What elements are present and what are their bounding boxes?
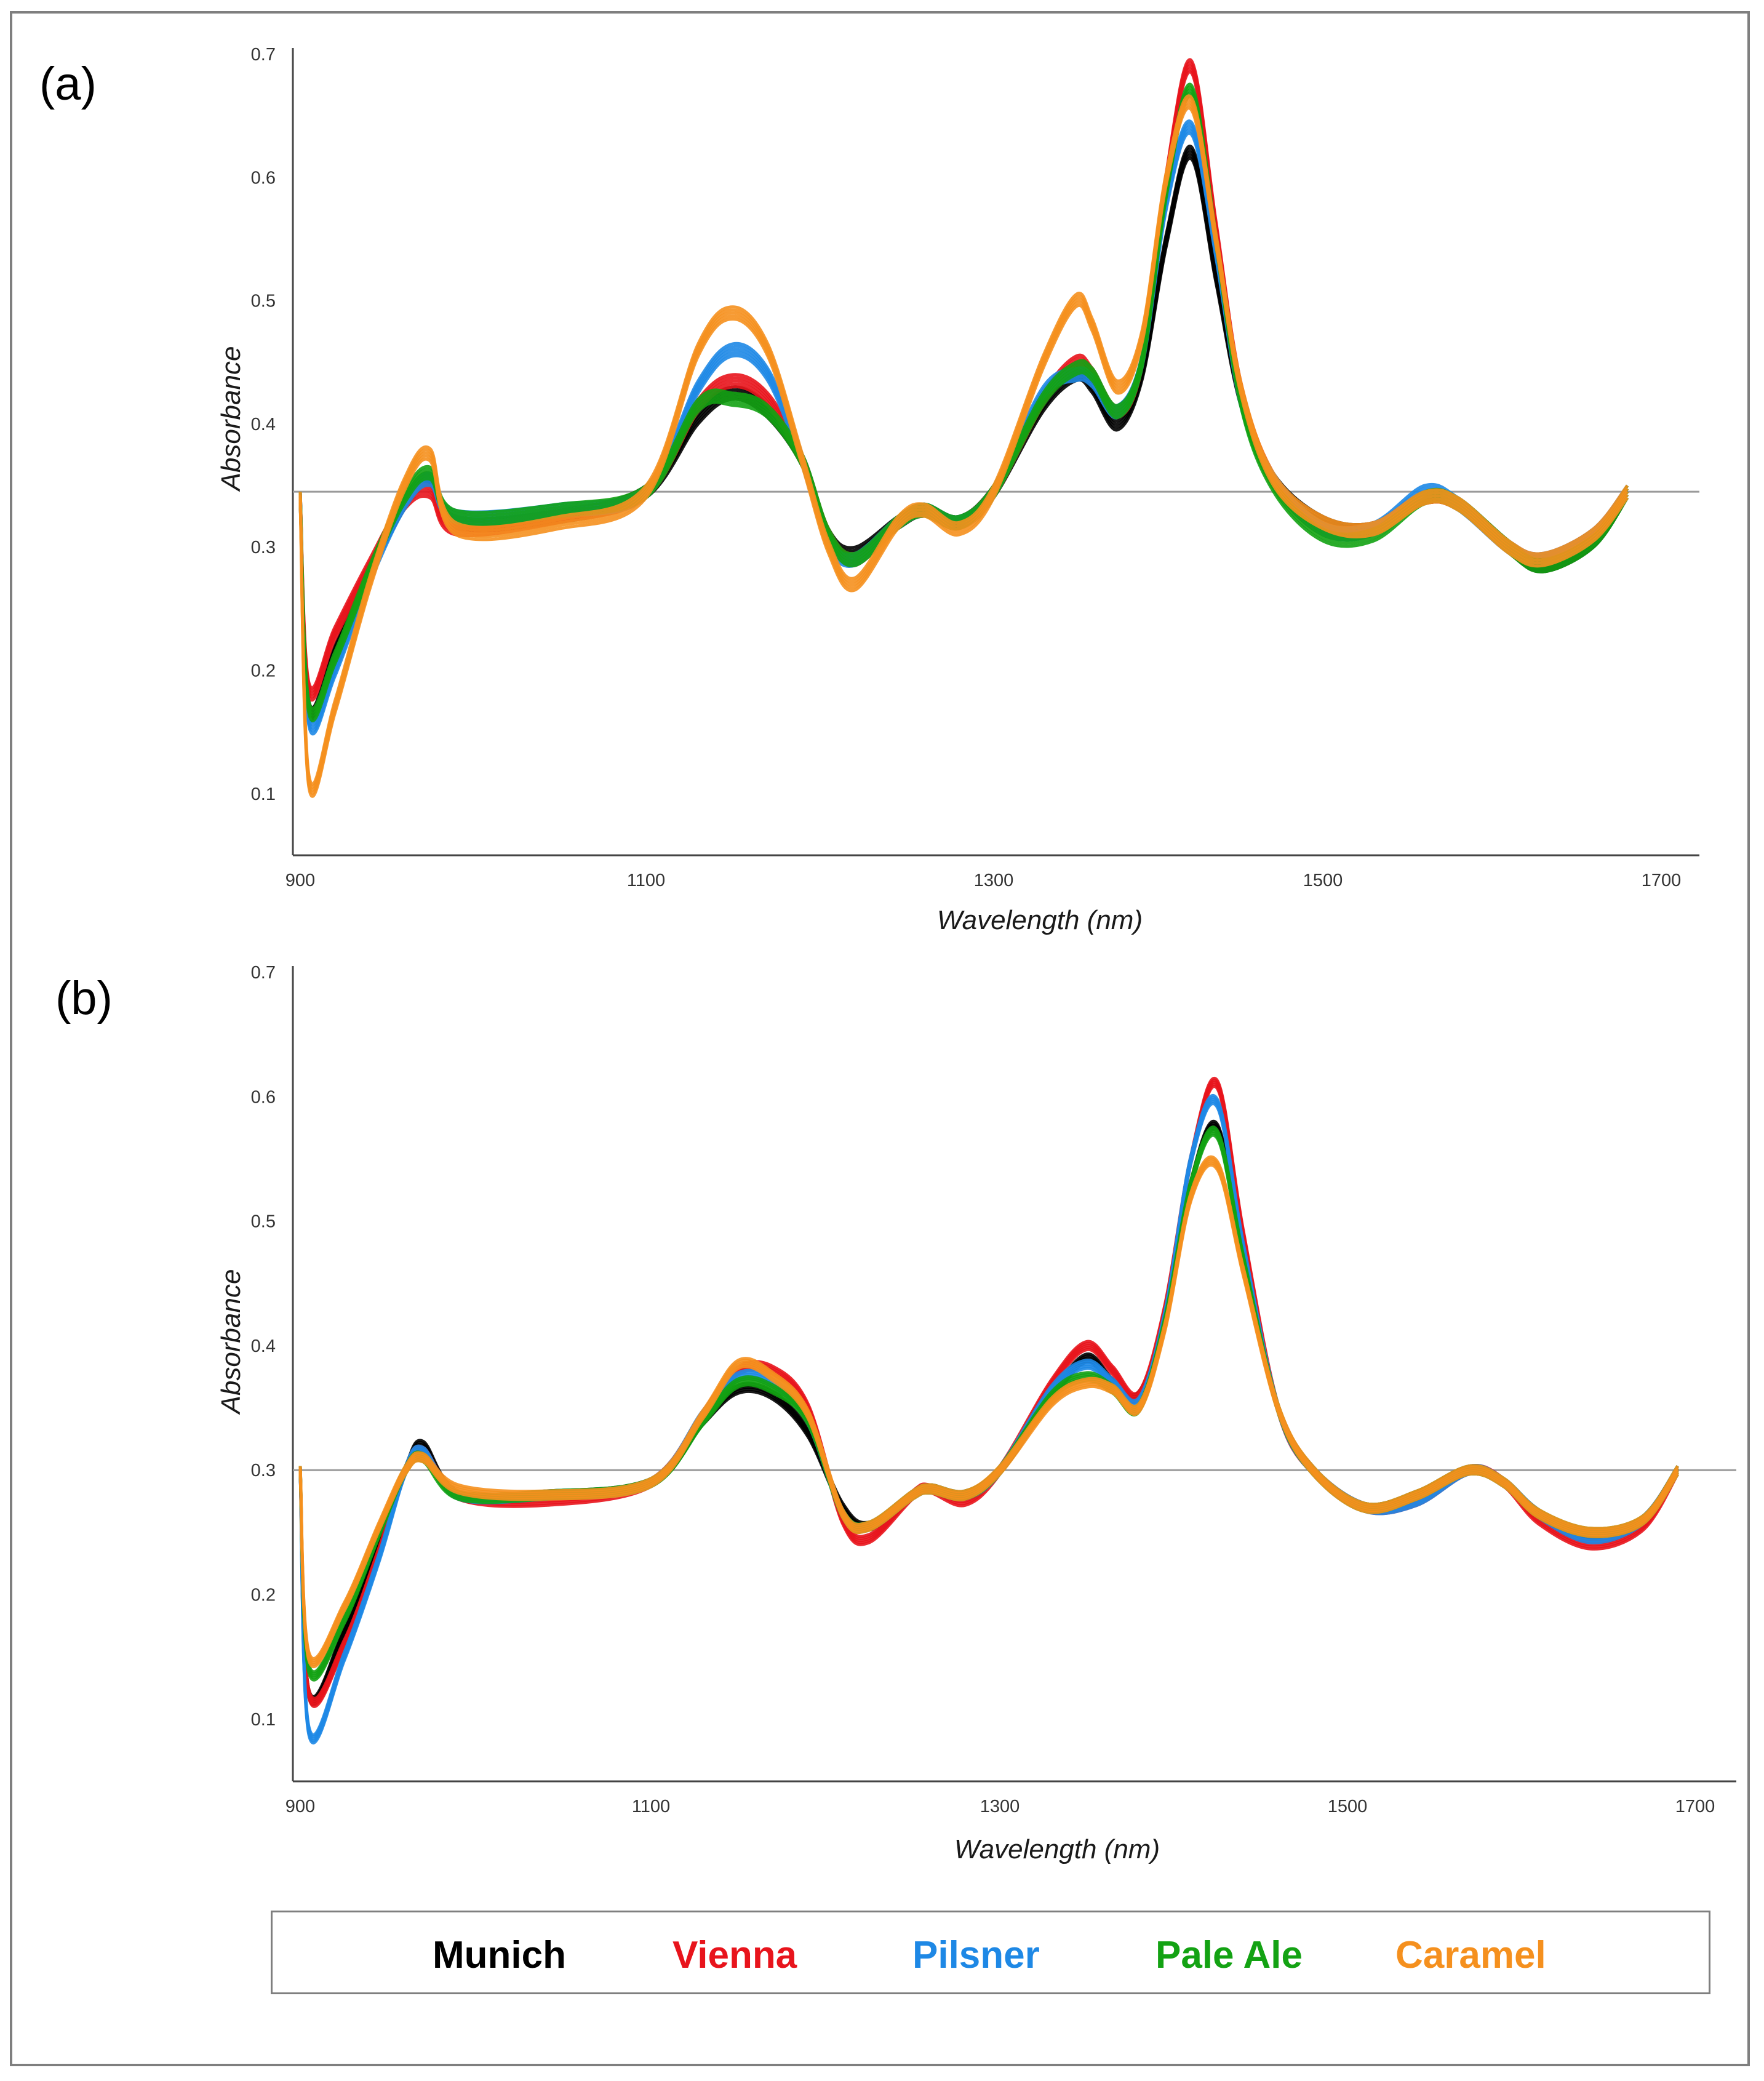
- legend-entry-caramel: Caramel: [1395, 1934, 1546, 1976]
- series-pilsner-line: [298, 119, 1629, 724]
- series-pilsner-line: [298, 1102, 1679, 1744]
- series-pale-ale-line: [298, 86, 1629, 713]
- x-tick-label: 1100: [627, 871, 665, 890]
- series-caramel-line: [298, 1155, 1679, 1660]
- x-tick-label: 900: [285, 871, 315, 890]
- series-pilsner-line: [298, 1098, 1679, 1741]
- series-caramel-line: [298, 1159, 1679, 1664]
- series-vienna-line: [298, 64, 1629, 696]
- series-pilsner-line: [298, 1096, 1679, 1738]
- y-tick-label: 0.7: [251, 963, 276, 983]
- series-vienna-line: [298, 70, 1629, 702]
- series-munich-line: [298, 1124, 1679, 1703]
- x-tick-label: 1700: [1675, 1797, 1715, 1816]
- series-pilsner-line: [298, 131, 1629, 736]
- y-tick-label: 0.2: [251, 1586, 276, 1605]
- series-caramel-line: [298, 94, 1629, 786]
- series-pilsner-line: [298, 1093, 1679, 1736]
- series-vienna-line: [298, 61, 1629, 693]
- series-munich-line: [298, 154, 1629, 719]
- series-munich-line: [298, 156, 1629, 722]
- y-tick-label: 0.1: [251, 1710, 276, 1730]
- series-pale-ale-line: [298, 92, 1629, 719]
- y-tick-label: 0.6: [251, 168, 276, 188]
- y-tick-label: 0.3: [251, 1461, 276, 1480]
- legend-entry-pilsner: Pilsner: [912, 1934, 1040, 1976]
- series-pale-ale-line: [298, 89, 1629, 716]
- panel-label-a: (a): [39, 58, 97, 110]
- chart-panel-a: (a) Wavelength (nm) Absorbance 0.1 0.2 0.3…: [39, 45, 1699, 935]
- series-pilsner-line: [298, 122, 1629, 727]
- y-tick-label: 0.4: [251, 415, 276, 434]
- series-caramel-line: [298, 97, 1629, 789]
- series-caramel-line: [298, 1164, 1679, 1669]
- series-caramel-line: [298, 100, 1629, 792]
- x-tick-label: 900: [285, 1797, 315, 1816]
- series-pilsner-line: [298, 128, 1629, 733]
- series-pale-ale-line: [298, 1129, 1679, 1677]
- y-axis-title-b: Absorbance: [216, 1269, 246, 1416]
- y-tick-label: 0.5: [251, 1212, 276, 1232]
- series-pale-ale-line: [298, 1127, 1679, 1676]
- x-tick-label: 1700: [1642, 871, 1682, 890]
- series-pale-ale-line: [298, 95, 1629, 722]
- series-munich-line: [298, 1128, 1679, 1706]
- series-pale-ale-line: [298, 1133, 1679, 1682]
- series-munich-line: [298, 1122, 1679, 1700]
- series-caramel-line: [298, 1157, 1679, 1663]
- y-tick-label: 0.3: [251, 538, 276, 557]
- series-vienna-line: [298, 1077, 1679, 1700]
- y-tick-label: 0.7: [251, 45, 276, 65]
- series-munich-line: [298, 151, 1629, 716]
- series-pilsner-line: [298, 1100, 1679, 1743]
- x-axis-title-b: Wavelength (nm): [954, 1834, 1160, 1864]
- series-munich-line: [298, 1119, 1679, 1698]
- y-tick-label: 0.6: [251, 1087, 276, 1107]
- y-tick-label: 0.5: [251, 292, 276, 311]
- y-axis-title-a: Absorbance: [216, 346, 246, 493]
- figure-frame: [10, 11, 1750, 2066]
- x-tick-label: 1300: [974, 871, 1014, 890]
- series-caramel-line: [298, 103, 1629, 795]
- series-caramel-line: [298, 1161, 1679, 1666]
- series-munich-line: [298, 1125, 1679, 1704]
- series-caramel-line: [298, 106, 1629, 798]
- series-pilsner-line: [298, 126, 1629, 730]
- legend-entry-pale-ale: Pale Ale: [1155, 1934, 1303, 1976]
- x-tick-label: 1500: [1303, 871, 1343, 890]
- legend-entry-vienna: Vienna: [672, 1934, 797, 1976]
- chart-panel-b: (b) Wavelength (nm) Absorbance 0.1 0.2 0.3…: [55, 963, 1736, 1864]
- series-vienna-line: [298, 58, 1629, 690]
- series-munich-line: [298, 145, 1629, 709]
- series-vienna-line: [298, 1080, 1679, 1704]
- x-tick-label: 1100: [632, 1797, 670, 1816]
- y-tick-label: 0.1: [251, 785, 276, 804]
- y-tick-label: 0.2: [251, 661, 276, 681]
- x-tick-label: 1300: [980, 1797, 1020, 1816]
- series-pale-ale-line: [298, 1132, 1679, 1680]
- panel-label-b: (b): [55, 972, 113, 1025]
- series-vienna-line: [298, 1085, 1679, 1708]
- series-vienna-line: [298, 1083, 1679, 1706]
- legend-entry-munich: Munich: [433, 1934, 566, 1976]
- series-vienna-line: [298, 67, 1629, 699]
- x-axis-title-a: Wavelength (nm): [937, 905, 1143, 935]
- x-tick-label: 1500: [1328, 1797, 1368, 1816]
- series-pale-ale-line: [298, 1125, 1679, 1674]
- series-munich-line: [298, 148, 1629, 713]
- series-vienna-line: [298, 1079, 1679, 1702]
- legend: Munich Vienna Pilsner Pale Ale Caramel: [271, 1911, 1710, 1994]
- series-pale-ale-line: [298, 82, 1629, 710]
- y-tick-label: 0.4: [251, 1336, 276, 1356]
